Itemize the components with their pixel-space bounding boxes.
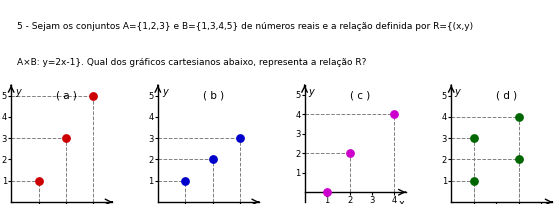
Point: [208, 158, 217, 161]
Text: ( b ): ( b ): [203, 91, 224, 101]
Text: ( c ): ( c ): [350, 91, 371, 101]
Text: A×B: y=2x-1}. Qual dos gráficos cartesianos abaixo, representa a relação R?: A×B: y=2x-1}. Qual dos gráficos cartesia…: [17, 58, 366, 67]
Text: ( a ): ( a ): [56, 91, 77, 101]
Point: [323, 191, 331, 194]
Point: [61, 137, 70, 140]
Text: ( d ): ( d ): [496, 91, 517, 101]
Point: [89, 94, 98, 97]
Text: y: y: [308, 87, 314, 97]
Text: 5 - Sejam os conjuntos A={1,2,3} e B={1,3,4,5} de números reais e a relação defi: 5 - Sejam os conjuntos A={1,2,3} e B={1,…: [17, 22, 473, 31]
Text: x: x: [399, 199, 405, 204]
Point: [469, 137, 478, 140]
Point: [514, 158, 523, 161]
Point: [390, 113, 399, 116]
Point: [34, 179, 43, 182]
Point: [345, 152, 354, 155]
Point: [514, 115, 523, 119]
Point: [469, 179, 478, 182]
Text: y: y: [162, 87, 168, 97]
Text: y: y: [455, 87, 460, 97]
Point: [181, 179, 190, 182]
Text: y: y: [15, 87, 21, 97]
Point: [235, 137, 244, 140]
